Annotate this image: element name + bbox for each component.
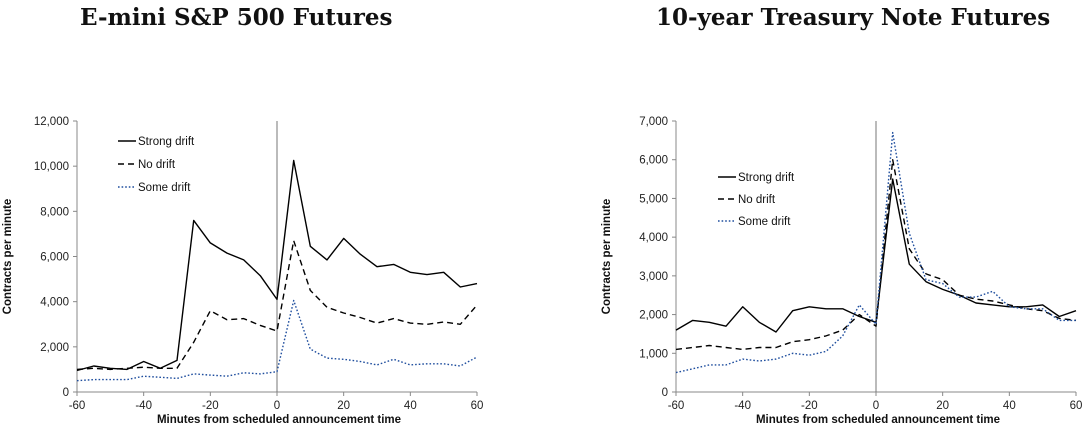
x-tick-label: -60 — [668, 400, 685, 412]
y-tick-label: 6,000 — [639, 155, 668, 167]
x-tick-label: 60 — [1070, 400, 1083, 412]
y-tick-label: 7,000 — [639, 116, 668, 128]
x-tick-label: -40 — [734, 400, 751, 412]
legend-label: No drift — [138, 159, 176, 171]
y-tick-label: 0 — [63, 387, 69, 399]
y-tick-label: 2,000 — [40, 342, 69, 354]
x-tick-label: -40 — [135, 400, 152, 412]
x-tick-label: -20 — [801, 400, 818, 412]
series-line-no-drift — [76, 239, 478, 371]
x-tick-label: 40 — [404, 400, 417, 412]
series-line-some-drift — [76, 299, 478, 382]
legend-label: No drift — [738, 194, 776, 206]
y-tick-label: 4,000 — [639, 232, 668, 244]
chart-treasury: 0 1,000 2,000 3,000 4,000 5,000 6,000 7,000 -60 -… — [601, 116, 1083, 426]
y-tick-label: 6,000 — [40, 252, 69, 264]
legend-label: Some drift — [138, 182, 191, 194]
y-axis-label: Contracts per minute — [601, 199, 613, 315]
series-line-some-drift — [675, 131, 1076, 374]
series-line-no-drift — [675, 158, 1077, 351]
chart-title-sp500: E-mini S&P 500 Futures — [80, 4, 393, 31]
y-tick-label: 10,000 — [34, 161, 69, 173]
y-tick-label: 3,000 — [639, 271, 668, 283]
x-tick-label: 0 — [274, 400, 280, 412]
chart-title-treasury: 10-year Treasury Note Futures — [656, 4, 1051, 31]
y-tick-label: 2,000 — [639, 310, 668, 322]
x-tick-label: -60 — [69, 400, 86, 412]
x-tick-label: 60 — [471, 400, 484, 412]
y-tick-label: 4,000 — [40, 297, 69, 309]
x-tick-label: 0 — [873, 400, 879, 412]
y-tick-label: 0 — [662, 387, 668, 399]
chart-sp500: 0 2,000 4,000 6,000 8,000 10,000 12,000 -60 -40 -… — [2, 116, 484, 426]
x-axis-label: Minutes from scheduled announcement time — [157, 414, 401, 426]
y-tick-label: 8,000 — [40, 206, 69, 218]
y-tick-label: 1,000 — [639, 348, 668, 360]
x-tick-label: 40 — [1003, 400, 1016, 412]
y-axis-label: Contracts per minute — [2, 199, 14, 315]
x-tick-label: -20 — [202, 400, 219, 412]
x-axis-label: Minutes from scheduled announcement time — [756, 414, 1000, 426]
series-line-strong-drift — [76, 159, 478, 372]
y-tick-label: 5,000 — [639, 193, 668, 205]
x-tick-label: 20 — [936, 400, 949, 412]
legend-label: Some drift — [738, 216, 791, 228]
legend-label: Strong drift — [138, 136, 195, 148]
legend-label: Strong drift — [738, 172, 795, 184]
x-tick-label: 20 — [337, 400, 350, 412]
y-tick-label: 12,000 — [34, 116, 69, 128]
